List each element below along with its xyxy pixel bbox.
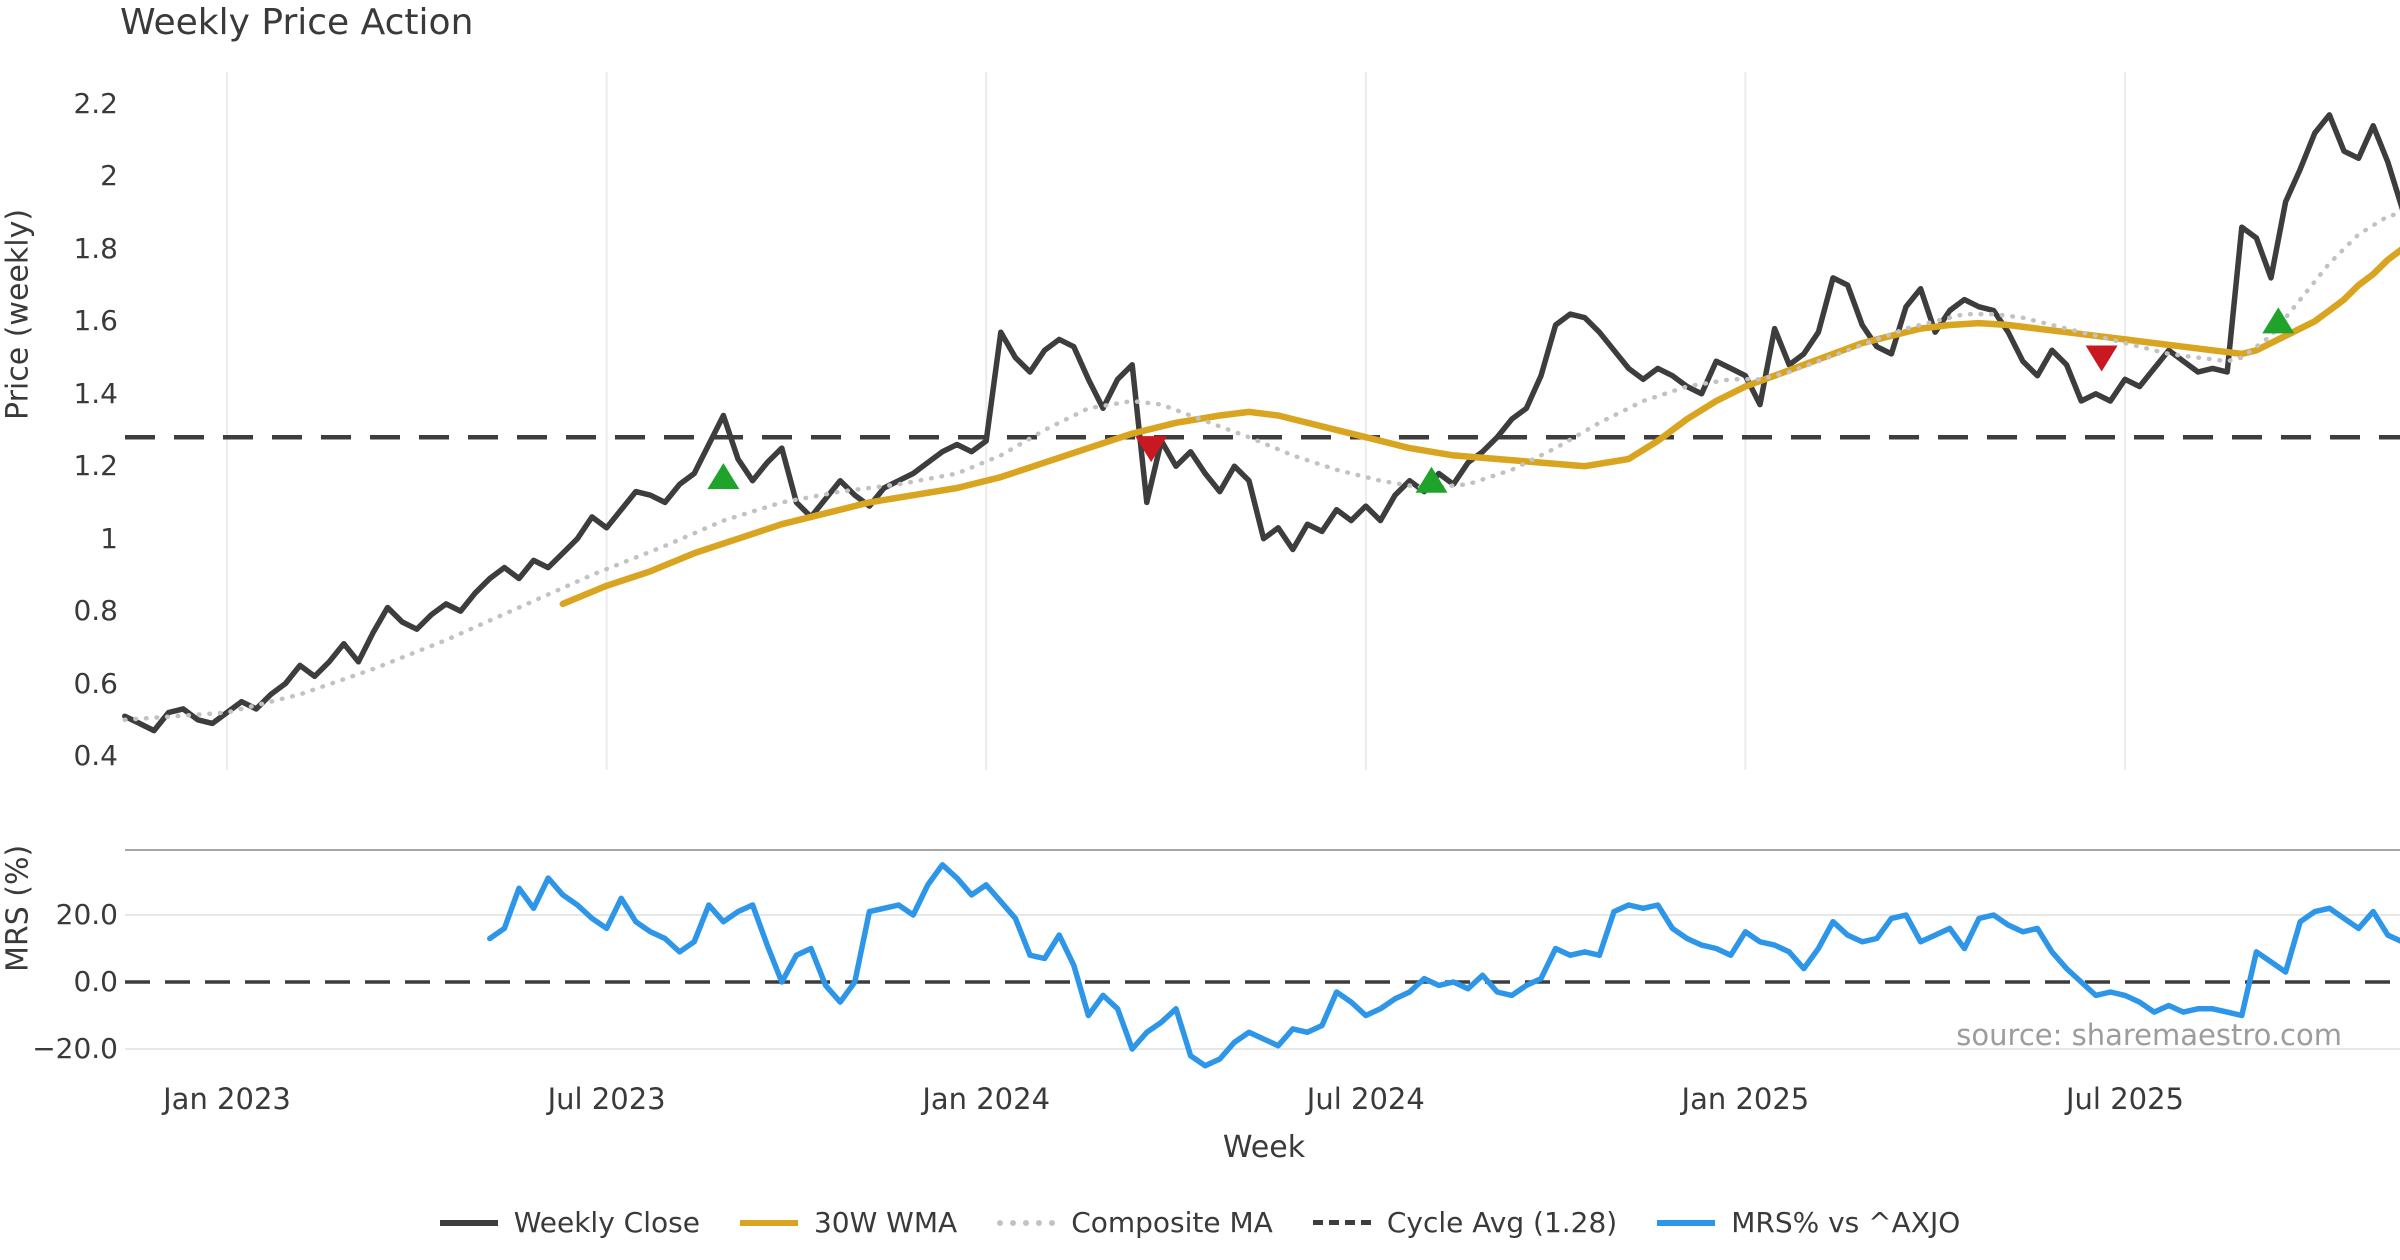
chart-legend: Weekly Close 30W WMA Composite MA Cycle Avg… <box>0 1206 2400 1239</box>
legend-swatch-dotted-line-icon <box>997 1219 1056 1226</box>
price-y-tick: 2 <box>100 159 118 193</box>
x-tick: Jan 2024 <box>922 1082 1051 1116</box>
legend-swatch-dashed-line-icon <box>1312 1220 1371 1225</box>
legend-item-composite-ma: Composite MA <box>997 1206 1273 1239</box>
legend-swatch-solid-line-icon <box>739 1219 798 1226</box>
legend-label: Composite MA <box>1071 1206 1273 1239</box>
legend-label: MRS% vs ^AXJO <box>1731 1206 1961 1239</box>
legend-swatch-solid-line-icon <box>439 1219 498 1226</box>
price-y-tick: 0.8 <box>73 594 118 628</box>
series-composite-ma <box>122 210 2400 723</box>
x-tick: Jul 2023 <box>547 1082 666 1116</box>
mrs-y-tick: 0.0 <box>73 965 118 998</box>
price-y-tick: 1 <box>100 521 118 555</box>
buy-signal-marker <box>707 463 740 490</box>
sell-signal-marker <box>2085 345 2118 372</box>
price-y-tick: 1.4 <box>73 376 118 410</box>
mrs-y-tick: 20.0 <box>55 898 118 931</box>
price-y-tick: 1.2 <box>73 449 118 483</box>
x-tick: Jan 2023 <box>163 1082 291 1116</box>
legend-item-weekly-close: Weekly Close <box>439 1206 700 1239</box>
source-note: source: sharemaestro.com <box>1956 1018 2342 1052</box>
chart-title: Weekly Price Action <box>120 2 474 43</box>
price-y-tick: 0.6 <box>73 666 118 700</box>
price-y-tick: 1.8 <box>73 231 118 265</box>
sell-signal-marker <box>1135 436 1168 463</box>
x-axis-label: Week <box>1222 1130 1306 1165</box>
legend-label: Weekly Close <box>513 1206 700 1239</box>
x-tick: Jul 2025 <box>2065 1082 2184 1116</box>
legend-label: Cycle Avg (1.28) <box>1386 1206 1618 1239</box>
mrs-y-tick: −20.0 <box>32 1032 118 1065</box>
series-30w-wma <box>559 246 2400 608</box>
buy-signal-marker <box>1415 466 1448 493</box>
price-y-tick: 0.4 <box>73 739 118 772</box>
price-y-tick: 2.2 <box>73 87 118 120</box>
legend-swatch-solid-line-icon <box>1657 1219 1716 1226</box>
buy-signal-marker <box>2262 307 2295 334</box>
legend-label: 30W WMA <box>813 1206 958 1239</box>
series-weekly-close <box>122 112 2400 734</box>
legend-item-mrs-vs-axjo: MRS% vs ^AXJO <box>1657 1206 1960 1239</box>
price-y-tick: 1.6 <box>73 304 118 338</box>
x-tick: Jul 2024 <box>1306 1082 1425 1116</box>
legend-item-cycle-avg-1-28-: Cycle Avg (1.28) <box>1312 1206 1618 1239</box>
series-mrs-vs-axjo <box>487 862 2400 1069</box>
legend-item-30w-wma: 30W WMA <box>739 1206 958 1239</box>
x-tick: Jan 2025 <box>1681 1082 1810 1116</box>
